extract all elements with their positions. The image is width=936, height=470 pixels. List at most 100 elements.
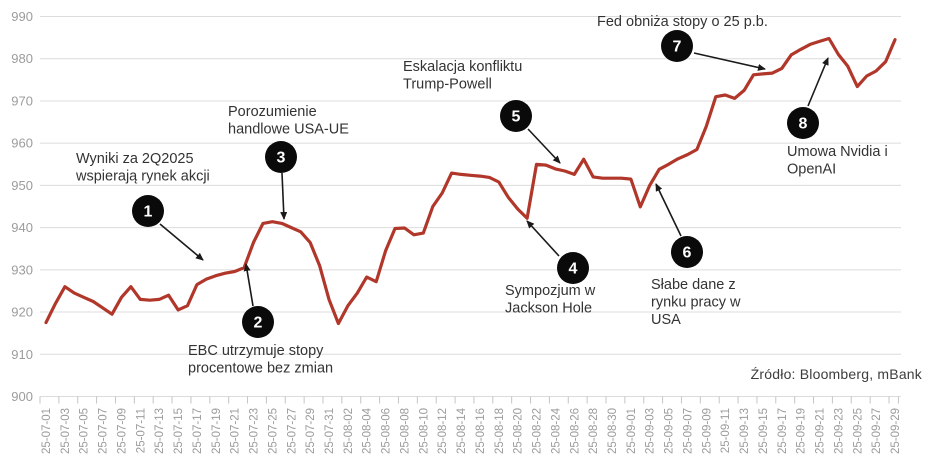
x-axis-tick-label: 25-09-13 (739, 408, 751, 454)
annotation-5: 5 Eskalacja konfliktu Trump-Powell (403, 59, 561, 164)
y-axis-tick-label: 980 (11, 51, 33, 66)
annotation-arrow (527, 128, 561, 164)
x-axis-tick-label: 25-07-23 (249, 408, 261, 454)
annotation-3: 3 Porozumienie handlowe USA-UE (228, 104, 349, 220)
y-axis-tick-label: 970 (11, 93, 33, 108)
annotation-arrow (655, 183, 682, 237)
x-axis-tick-label: 25-09-25 (852, 408, 864, 454)
x-axis-tick-label: 25-07-01 (41, 408, 53, 454)
annotation-text: EBC utrzymuje stopy procentowe bez zmian (188, 343, 333, 377)
annotation-bubble (787, 107, 819, 139)
annotation-bubble (671, 236, 703, 268)
annotation-bubble-number: 3 (277, 150, 286, 167)
annotation-bubble (132, 195, 164, 227)
x-axis-ticks (39, 396, 899, 404)
x-axis-tick-label: 25-07-05 (79, 408, 91, 454)
annotation-bubble-number: 7 (673, 39, 682, 56)
annotation-text: Eskalacja konfliktu Trump-Powell (403, 59, 522, 93)
x-axis-tick-label: 25-08-16 (475, 408, 487, 454)
x-axis-tick-label: 25-07-21 (230, 408, 242, 454)
x-axis-tick-label: 25-09-03 (645, 408, 657, 454)
x-axis-tick-label: 25-09-27 (871, 408, 883, 454)
x-axis-tick-label: 25-07-17 (192, 408, 204, 454)
annotation-bubble-number: 1 (144, 204, 153, 221)
price-line (44, 36, 897, 326)
annotation-arrow (280, 172, 288, 220)
x-axis-tick-label: 25-07-25 (267, 408, 279, 454)
x-axis-tick-label: 25-08-30 (607, 408, 619, 454)
y-axis-tick-label: 960 (11, 136, 33, 151)
x-axis-tick-label: 25-07-15 (173, 408, 185, 454)
annotation-arrow (807, 57, 829, 107)
annotation-6: 6 Słabe dane z rynku pracy w USA (651, 183, 741, 328)
x-axis-tick-label: 25-08-28 (588, 408, 600, 454)
x-axis-tick-label: 25-08-06 (381, 408, 393, 454)
annotation-bubble (557, 252, 589, 284)
x-axis-tick-label: 25-09-19 (796, 408, 808, 454)
x-axis-tick-label: 25-09-17 (777, 408, 789, 454)
annotation-text: Wyniki za 2Q2025 wspierają rynek akcji (75, 151, 210, 185)
x-axis-tick-label: 25-08-26 (569, 408, 581, 454)
x-axis-tick-label: 25-09-21 (815, 408, 827, 454)
annotation-bubble-number: 4 (569, 261, 578, 278)
x-axis-tick-label: 25-09-15 (758, 408, 770, 454)
x-axis-tick-label: 25-07-19 (211, 408, 223, 454)
x-axis-tick-label: 25-08-20 (513, 408, 525, 454)
annotation-bubble (242, 306, 274, 338)
x-axis-tick-label: 25-09-05 (664, 408, 676, 454)
annotation-bubble (500, 100, 532, 132)
x-axis-tick-label: 25-07-27 (286, 408, 298, 454)
annotation-bubble-number: 8 (799, 116, 808, 133)
x-axis-tick-label: 25-07-09 (116, 408, 128, 454)
annotation-arrow (159, 223, 204, 261)
annotation-8: 8 Umowa Nvidia i OpenAI (787, 57, 888, 178)
annotation-4: 4 Sympozjum w Jackson Hole (505, 220, 596, 317)
annotation-text: Sympozjum w Jackson Hole (505, 283, 596, 317)
annotation-bubble-number: 2 (254, 315, 263, 332)
x-axis-tick-label: 25-09-29 (890, 408, 902, 454)
y-axis-labels: 900 910 920 930 940 950 960 970 980 990 (11, 9, 33, 404)
x-axis-labels: 25-07-01 25-07-03 25-07-05 25-07-07 25-07-09… (41, 407, 902, 454)
annotation-text: Słabe dane z rynku pracy w USA (651, 277, 741, 328)
x-axis-tick-label: 25-07-13 (154, 408, 166, 454)
x-axis-tick-label: 25-07-29 (305, 408, 317, 454)
y-axis-tick-label: 940 (11, 220, 33, 235)
annotation-arrow (243, 263, 254, 307)
x-axis-tick-label: 25-07-11 (135, 408, 147, 453)
annotation-bubble-number: 5 (512, 109, 521, 126)
y-axis-tick-label: 950 (11, 178, 33, 193)
x-axis-tick-label: 25-09-23 (833, 408, 845, 454)
annotation-arrow (693, 52, 766, 71)
x-axis-tick-label: 25-08-12 (437, 408, 449, 454)
x-axis-tick-label: 25-08-24 (550, 407, 562, 454)
annotation-bubble-number: 6 (683, 245, 692, 262)
x-axis-tick-label: 25-09-01 (626, 408, 638, 454)
annotation-7: 7 Fed obniża stopy o 25 p.b. (597, 14, 768, 71)
annotation-text: Umowa Nvidia i OpenAI (787, 144, 888, 178)
annotation-arrow (526, 220, 560, 257)
x-axis-tick-label: 25-09-09 (701, 408, 713, 454)
annotation-bubble (661, 30, 693, 62)
annotation-text: Fed obniża stopy o 25 p.b. (597, 14, 768, 30)
gridlines-group (40, 16, 901, 397)
x-axis-tick-label: 25-07-07 (98, 408, 110, 454)
y-axis-tick-label: 930 (11, 262, 33, 277)
annotation-1: 1 Wyniki za 2Q2025 wspierają rynek akcji (75, 151, 210, 261)
x-axis-tick-label: 25-09-11 (720, 408, 732, 453)
x-axis-tick-label: 25-08-08 (399, 408, 411, 454)
x-axis-tick-label: 25-07-31 (324, 408, 336, 454)
x-axis-tick-label: 25-08-10 (418, 408, 430, 454)
y-axis-tick-label: 920 (11, 305, 33, 320)
annotation-text: Porozumienie handlowe USA-UE (228, 104, 349, 138)
x-axis-tick-label: 25-08-04 (362, 407, 374, 454)
x-axis-tick-label: 25-08-22 (532, 408, 544, 454)
annotation-bubble (265, 141, 297, 173)
x-axis-tick-label: 25-08-18 (494, 408, 506, 454)
x-axis-tick-label: 25-09-07 (682, 408, 694, 454)
y-axis-tick-label: 910 (11, 347, 33, 362)
x-axis-tick-label: 25-08-02 (343, 408, 355, 454)
source-note: Źródło: Bloomberg, mBank (750, 366, 922, 382)
y-axis-tick-label: 990 (11, 9, 33, 24)
